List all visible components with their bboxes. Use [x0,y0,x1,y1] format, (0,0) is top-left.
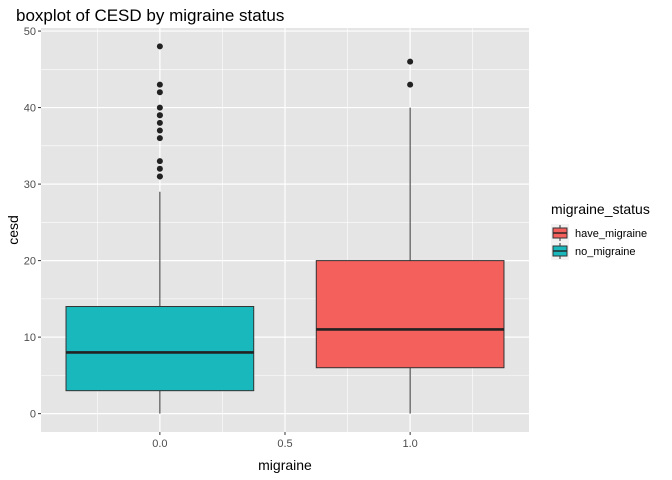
legend-title: migraine_status [551,201,650,217]
iqr-box [315,260,505,369]
box-have_migraine [315,58,505,414]
outlier-point [156,112,163,119]
y-tick-label: 30 [24,179,36,191]
x-axis-ticks: 0.0 0.5 1.0 [152,432,418,450]
outlier-point [156,158,163,165]
outlier-point [156,43,163,50]
legend-item-no_migraine: no_migraine [551,242,636,260]
chart-title: boxplot of CESD by migraine status [16,6,284,25]
outlier-point [156,127,163,134]
outlier-point [156,135,163,142]
outlier-point [156,119,163,126]
legend-label: have_migraine [575,228,647,240]
x-tick-label: 0.5 [277,438,292,450]
outlier-point [407,81,414,88]
x-axis-title: migraine [258,457,312,473]
legend: migraine_status have_migraine no_migraine [551,201,650,260]
y-tick-label: 40 [24,103,36,115]
outlier-point [156,165,163,172]
outlier-point [156,173,163,180]
x-tick-label: 1.0 [402,438,417,450]
box-layer [65,43,505,414]
y-axis-ticks: 0 10 20 30 40 50 [24,26,41,421]
legend-label: no_migraine [575,246,636,258]
box-no_migraine [65,43,255,414]
outlier-point [156,104,163,111]
outlier-point [156,89,163,96]
y-tick-label: 0 [30,409,36,421]
iqr-box [65,306,255,392]
y-axis-title: cesd [5,215,21,245]
outlier-point [156,81,163,88]
legend-item-have_migraine: have_migraine [551,224,647,242]
outlier-point [407,58,414,65]
y-tick-label: 10 [24,332,36,344]
x-tick-label: 0.0 [152,438,167,450]
y-tick-label: 50 [24,26,36,38]
y-tick-label: 20 [24,256,36,268]
